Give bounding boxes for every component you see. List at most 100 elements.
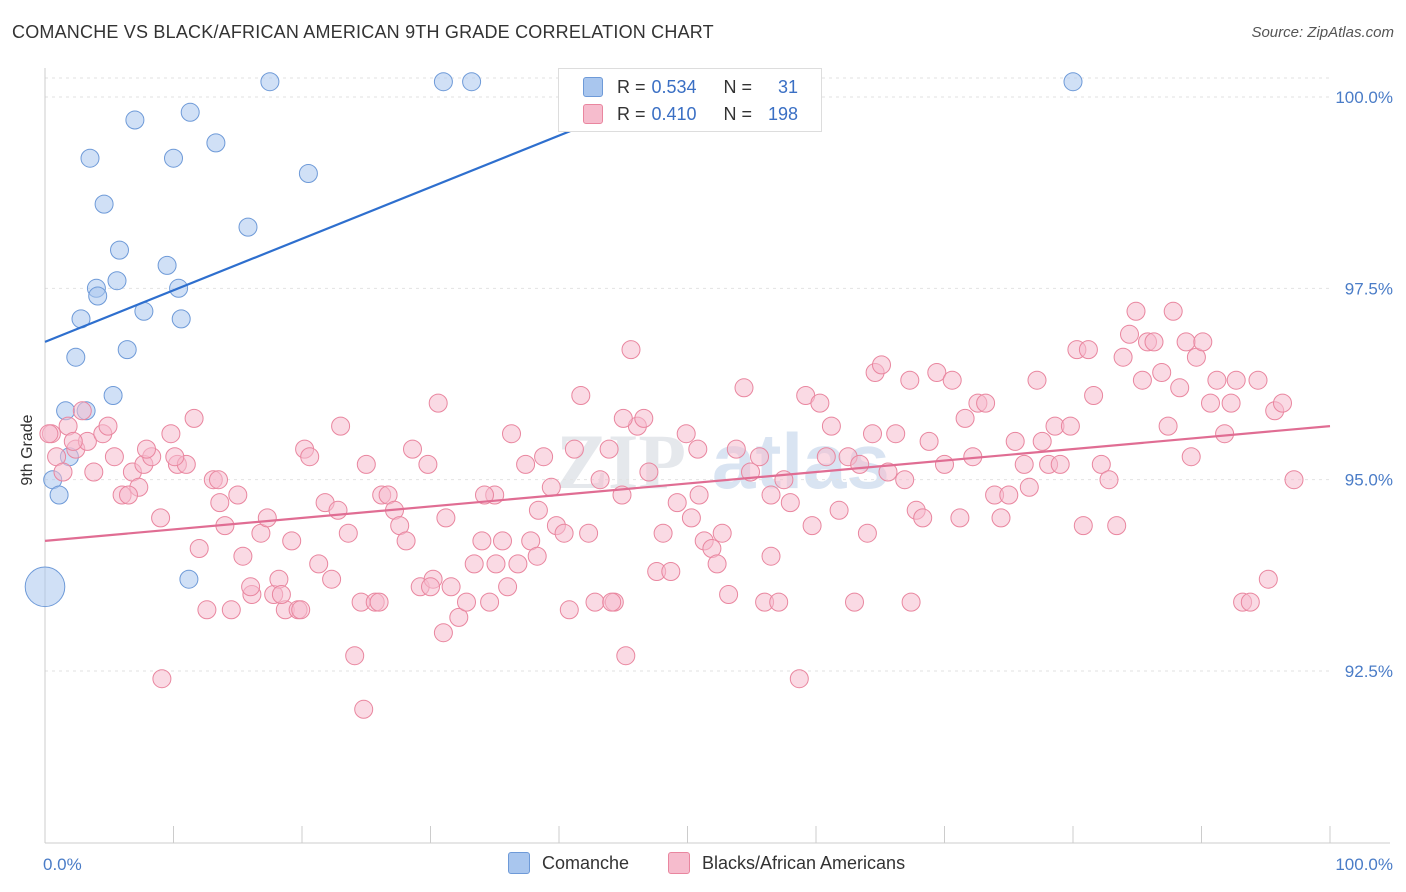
blacks-point: [1014, 454, 1034, 474]
blacks-point: [653, 523, 673, 543]
blacks-point: [1144, 332, 1164, 352]
source-credit: Source: ZipAtlas.com: [1251, 24, 1394, 41]
blacks-point: [493, 531, 512, 551]
series-swatch-blacks: [668, 852, 690, 874]
blacks-point: [1163, 301, 1183, 321]
series-legend-comanche[interactable]: Comanche: [508, 852, 629, 874]
blacks-point: [850, 454, 870, 474]
blacks-point: [579, 523, 599, 543]
blacks-point: [689, 485, 709, 505]
blacks-point: [707, 554, 727, 574]
comanche-point: [66, 347, 86, 367]
blacks-point: [184, 408, 204, 428]
comanche-point: [117, 340, 137, 360]
blacks-point: [331, 416, 351, 436]
blacks-point: [421, 577, 440, 597]
comanche-point: [1063, 72, 1083, 92]
blacks-point: [1099, 470, 1119, 490]
blacks-point: [1152, 363, 1172, 382]
blacks-point: [734, 378, 754, 398]
y-tick-label: 97.5%: [1345, 279, 1393, 298]
blacks-point: [667, 493, 687, 513]
comanche-point: [238, 217, 258, 237]
blacks-point: [761, 546, 781, 566]
series-swatch-comanche: [508, 852, 530, 874]
comanche-trend-line: [44, 103, 637, 343]
blacks-point: [559, 600, 579, 620]
blacks-point: [322, 569, 342, 589]
blacks-point: [599, 439, 619, 459]
blacks-point: [165, 447, 185, 467]
blacks-point: [403, 439, 422, 459]
blacks-point: [639, 462, 659, 482]
comanche-point: [80, 148, 100, 168]
blacks-point: [863, 424, 882, 444]
blacks-point: [271, 585, 291, 604]
series-label-blacks: Blacks/African Americans: [702, 852, 906, 873]
blacks-point: [935, 454, 954, 474]
blacks-point: [189, 539, 209, 558]
blacks-point: [1050, 454, 1070, 474]
blacks-point: [719, 585, 739, 604]
legend-n-value: 31: [778, 76, 799, 97]
legend-r-label: R =: [617, 76, 646, 97]
blacks-point: [1258, 569, 1278, 589]
y-axis-title: 9th Grade: [19, 414, 36, 485]
legend-r-value: 0.534: [651, 76, 697, 97]
blacks-point: [475, 485, 494, 505]
blacks-point: [613, 408, 633, 428]
blacks-point: [282, 531, 302, 551]
blacks-point: [498, 577, 518, 597]
legend-r-label: R =: [617, 103, 646, 124]
blacks-point: [508, 554, 528, 574]
blacks-point: [585, 592, 605, 612]
blacks-point: [309, 554, 329, 574]
comanche-point: [180, 102, 200, 122]
comanche-point: [24, 566, 66, 608]
blacks-point: [789, 669, 809, 689]
blacks-point: [98, 416, 118, 436]
comanche-point: [88, 286, 108, 306]
blacks-point: [1078, 340, 1098, 360]
blacks-point: [726, 439, 746, 459]
blacks-point: [502, 424, 521, 444]
legend-n-label: N =: [723, 103, 753, 124]
blacks-point: [1005, 431, 1025, 451]
blacks-point: [1176, 332, 1196, 352]
blacks-point: [369, 592, 389, 612]
blacks-point: [534, 447, 554, 467]
blacks-point: [151, 508, 171, 528]
blacks-point: [457, 592, 476, 612]
blacks-point: [1226, 370, 1246, 390]
blacks-point: [1060, 416, 1080, 436]
blacks-point: [39, 424, 59, 444]
blacks-point: [1019, 477, 1039, 497]
blacks-point: [769, 592, 789, 612]
blacks-point: [1207, 370, 1227, 390]
stats-legend: R = 0.534 N = 31 R = 0.410 N = 198: [558, 68, 822, 132]
blacks-point: [541, 477, 561, 497]
blacks-point: [338, 523, 358, 543]
blacks-point: [1181, 447, 1201, 467]
blacks-point: [621, 340, 641, 360]
blacks-point: [433, 623, 453, 643]
blacks-point: [857, 523, 877, 543]
legend-swatch-blacks: [583, 104, 603, 124]
comanche-point: [433, 72, 453, 92]
comanche-point: [157, 255, 177, 275]
legend-row-blacks: R = 0.410 N = 198: [583, 102, 798, 126]
blacks-point: [228, 485, 248, 505]
blacks-point: [1107, 516, 1127, 536]
blacks-point: [999, 485, 1019, 505]
blacks-point: [616, 646, 636, 666]
blacks-point: [152, 669, 172, 689]
series-legend-blacks[interactable]: Blacks/African Americans: [668, 852, 905, 874]
blacks-point: [1240, 592, 1260, 612]
comanche-point: [103, 386, 123, 405]
blacks-point: [53, 462, 73, 482]
y-tick-label: 100.0%: [1335, 88, 1393, 107]
blacks-point: [1073, 516, 1093, 536]
blacks-point: [1221, 393, 1241, 413]
comanche-point: [107, 271, 127, 291]
blacks-point: [950, 508, 970, 528]
